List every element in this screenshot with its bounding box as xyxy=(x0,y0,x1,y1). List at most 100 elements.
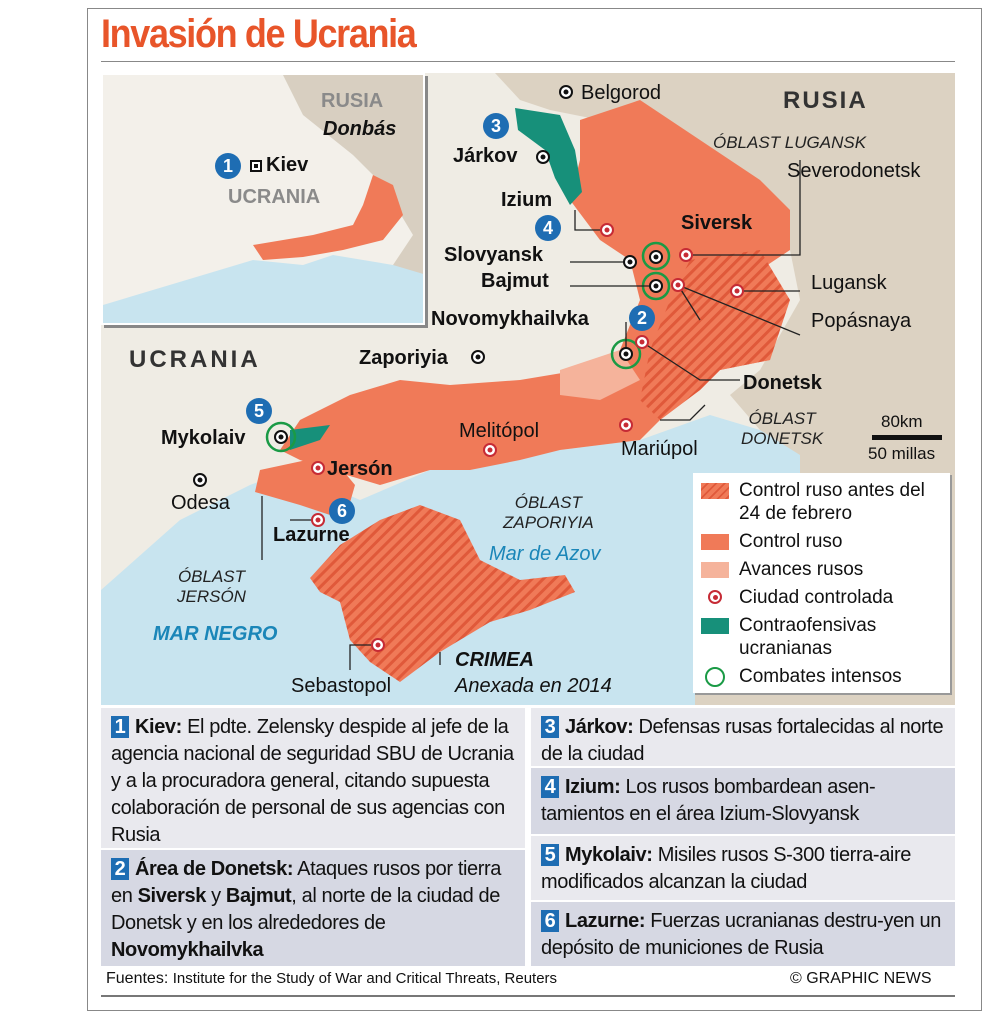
oblast-lugansk: ÓBLAST LUGANSK xyxy=(713,133,867,152)
black-sea-label: MAR NEGRO xyxy=(153,623,278,645)
inset-map: RUSIA Donbás 1 Kiev UCRANIA xyxy=(101,73,425,325)
city-markers xyxy=(193,85,663,487)
crimea-note: Anexada en 2014 xyxy=(455,675,612,697)
target-dot-icon xyxy=(701,590,729,606)
russian-advances-area xyxy=(560,350,640,400)
crimea-label: CRIMEA xyxy=(455,649,534,671)
note-text: , al norte de la ciudad de Donetsk y en … xyxy=(111,885,500,934)
city-severodonetsk: Severodonetsk xyxy=(787,160,921,182)
scale-miles: 50 millas xyxy=(868,444,936,463)
oblast-donetsk-line1: ÓBLAST xyxy=(748,409,816,428)
note-text-bold: Novomykhailvka xyxy=(111,939,264,961)
city-odesa: Odesa xyxy=(171,492,230,514)
swatch-icon xyxy=(701,562,729,578)
city-novomykhailvka: Novomykhailvka xyxy=(431,308,589,330)
badge-2: 2 xyxy=(629,305,655,331)
legend-item-russian-advances: Avances rusos xyxy=(701,558,950,581)
credit: © GRAPHIC NEWS xyxy=(790,970,932,987)
note-text: Los rusos bombardean asen-tamientos en e… xyxy=(541,776,876,825)
inset-kiev-label: Kiev xyxy=(266,154,309,176)
inset-graphic xyxy=(103,75,423,323)
scale-km: 80km xyxy=(881,412,923,431)
oblast-zaporiyia: ÓBLAST ZAPORIYIA xyxy=(503,493,594,532)
crimea xyxy=(310,505,575,682)
legend-item-controlled-city: Ciudad controlada xyxy=(701,586,950,609)
note-title: Kiev: xyxy=(135,716,182,738)
city-slovyansk: Slovyansk xyxy=(444,244,543,266)
ring-icon xyxy=(701,667,729,687)
counteroffensive-mykolaiv xyxy=(290,425,330,450)
note-number: 6 xyxy=(541,910,559,932)
note-2: 2 Área de Donetsk: Ataques rusos por tier… xyxy=(101,850,525,966)
legend-item-intense-combat: Combates intensos xyxy=(701,665,950,688)
oblast-jerson-line2: JERSÓN xyxy=(177,586,246,606)
oblast-donetsk: ÓBLAST DONETSK xyxy=(741,409,823,448)
city-jarkov: Járkov xyxy=(453,145,518,167)
legend: Control ruso antes del 24 de febrero Con… xyxy=(693,473,950,693)
legend-label: Contraofensivas ucranianas xyxy=(739,615,877,659)
hatched-swatch-icon xyxy=(701,483,729,499)
legend-item-pre-invasion: Control ruso antes del 24 de febrero xyxy=(701,479,950,525)
sources-label: Fuentes: xyxy=(106,970,169,987)
city-izium: Izium xyxy=(501,189,553,211)
swatch-icon xyxy=(701,618,729,634)
legend-label: Control ruso xyxy=(739,531,843,552)
pre-invasion-area xyxy=(640,250,790,420)
oblast-jerson: ÓBLAST JERSÓN xyxy=(177,567,246,606)
inset-russia-label: RUSIA xyxy=(321,90,384,112)
page-title: Invasión de Ucrania xyxy=(101,12,417,56)
badge-5: 5 xyxy=(246,398,272,424)
city-donetsk: Donetsk xyxy=(743,372,822,394)
city-mariupol: Mariúpol xyxy=(621,438,698,460)
note-text: Ataques rusos por tierra en xyxy=(111,858,501,907)
title-divider xyxy=(101,61,955,62)
city-mykolaiv: Mykolaiv xyxy=(161,427,246,449)
notes-panel: 1 Kiev: El pdte. Zelensky despide al jefe… xyxy=(101,708,955,966)
legend-label: Ciudad controlada xyxy=(739,587,894,608)
note-title: Lazurne: xyxy=(565,910,646,932)
note-6: 6 Lazurne: Fuerzas ucranianas destru-yen … xyxy=(531,902,955,966)
oblast-jerson-line1: ÓBLAST xyxy=(177,567,246,586)
city-popasnaya: Popásnaya xyxy=(811,310,912,332)
note-text: y xyxy=(205,885,226,907)
infographic-frame xyxy=(87,8,982,1011)
note-title: Mykolaiv: xyxy=(565,844,653,866)
legend-label: Combates intensos xyxy=(739,666,902,687)
city-zaporiyia: Zaporiyia xyxy=(359,347,448,369)
note-number: 4 xyxy=(541,776,559,798)
legend-item-counteroffensive: Contraofensivas ucranianas xyxy=(701,614,950,660)
city-belgorod: Belgorod xyxy=(581,82,662,104)
swatch-icon xyxy=(701,534,729,550)
azov-sea-label: Mar de Azov xyxy=(489,543,601,565)
city-jerson: Jersón xyxy=(327,458,393,480)
oblast-zaporiyia-line1: ÓBLAST xyxy=(514,493,582,512)
badge-3: 3 xyxy=(483,113,509,139)
note-title: Área de Donetsk: xyxy=(135,858,294,880)
badge-1: 1 xyxy=(215,153,241,179)
controlled-city-markers xyxy=(311,223,744,652)
note-text: El pdte. Zelensky despide al jefe de la … xyxy=(111,716,514,846)
legend-label: Avances rusos xyxy=(739,559,864,580)
inset-ukraine-label: UCRANIA xyxy=(228,186,321,208)
note-text-bold: Bajmut xyxy=(225,885,292,907)
note-number: 1 xyxy=(111,716,129,738)
oblast-donetsk-line2: DONETSK xyxy=(741,428,824,448)
scale-bar xyxy=(872,435,942,440)
sources: Fuentes: Institute for the Study of War … xyxy=(106,970,557,988)
note-4: 4 Izium: Los rusos bombardean asen-tamien… xyxy=(531,768,955,834)
oblast-zaporiyia-line2: ZAPORIYIA xyxy=(503,512,594,532)
city-melitopol: Melitópol xyxy=(459,420,540,442)
ukraine-label: UCRANIA xyxy=(129,346,261,373)
legend-label: Control ruso antes del 24 de febrero xyxy=(739,480,925,524)
city-lazurne: Lazurne xyxy=(273,524,350,546)
note-1: 1 Kiev: El pdte. Zelensky despide al jefe… xyxy=(101,708,525,848)
badge-6: 6 xyxy=(329,498,355,524)
note-title: Izium: xyxy=(565,776,621,798)
note-number: 2 xyxy=(111,858,129,880)
map: RUSIA Donbás 1 Kiev UCRANIA RUSIA UCRANI… xyxy=(101,73,955,705)
city-lugansk: Lugansk xyxy=(811,272,887,294)
note-text: Misiles rusos S-300 tierra-aire modifica… xyxy=(541,844,911,893)
inset-donbas-label: Donbás xyxy=(323,118,397,140)
russia-label: RUSIA xyxy=(783,87,868,114)
sources-text: Institute for the Study of War and Criti… xyxy=(172,970,558,987)
